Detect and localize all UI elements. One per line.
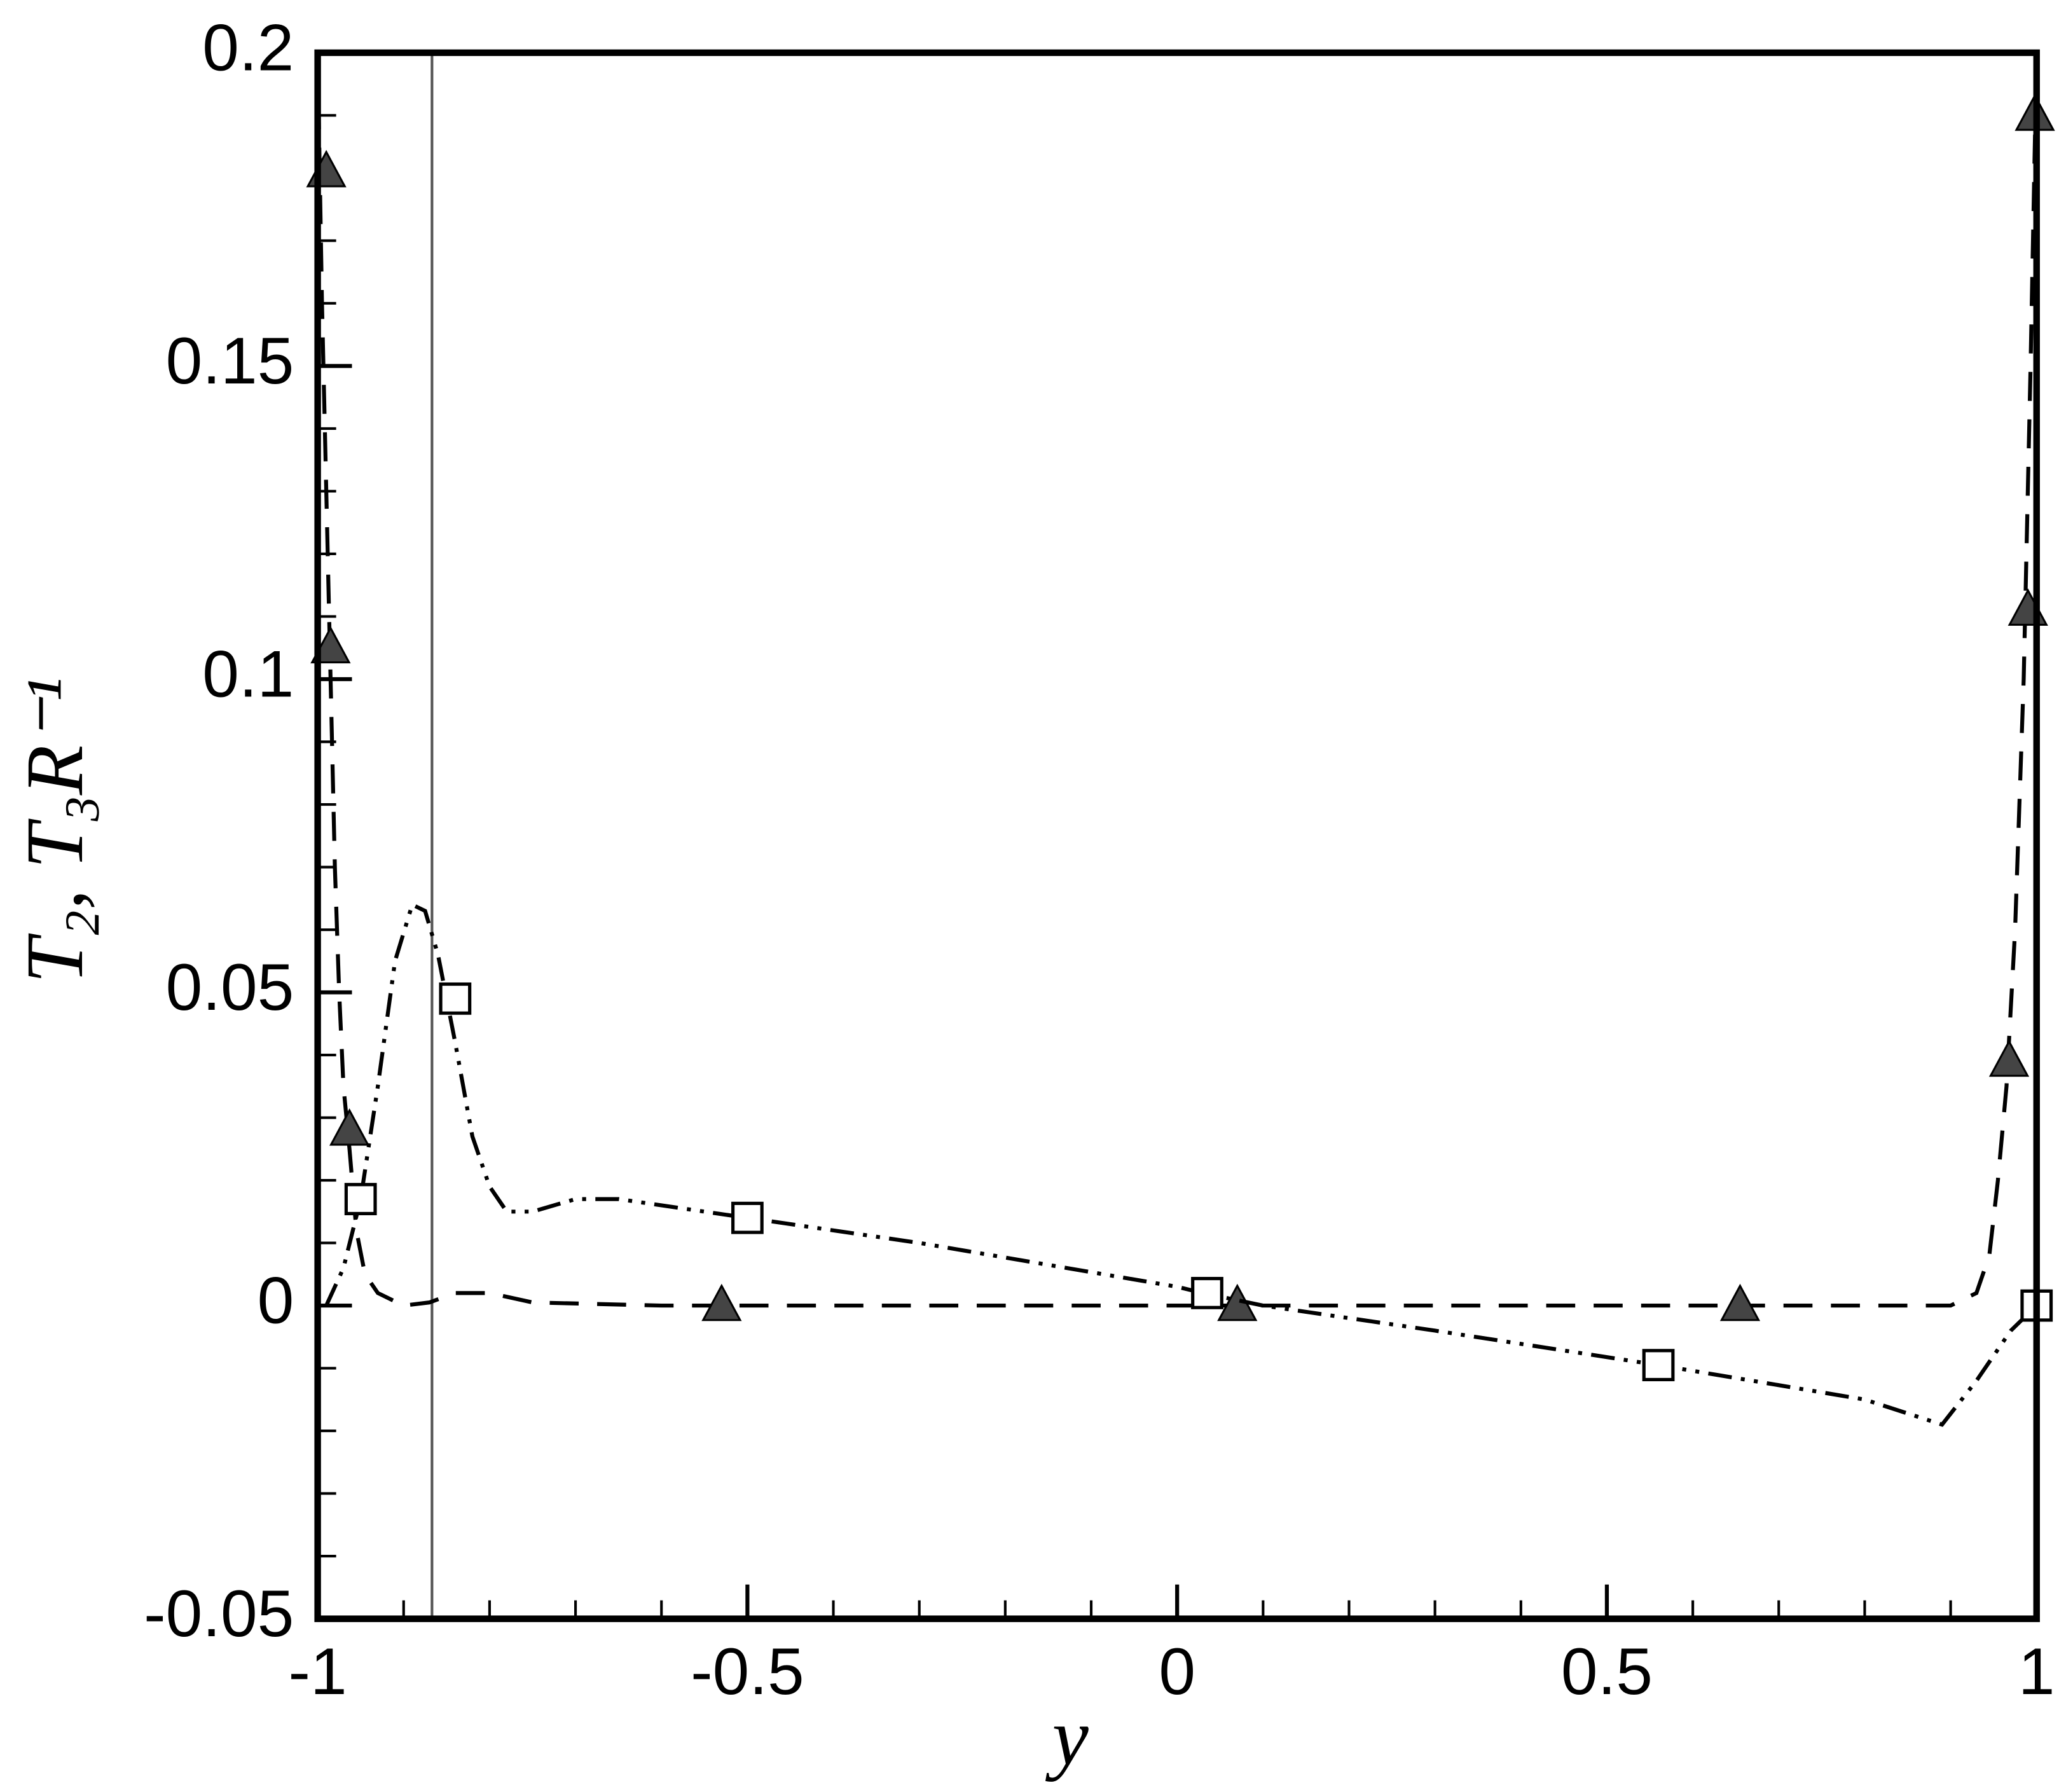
square-marker <box>731 1201 764 1234</box>
y-axis-label: T₂, T₃R⁻¹ <box>9 677 100 983</box>
square-marker <box>1642 1349 1675 1382</box>
data-line <box>324 902 2038 1427</box>
y-tick-label: -0.05 <box>144 1576 294 1650</box>
triangle-marker <box>1988 1039 2030 1077</box>
x-tick-label: 0.5 <box>1561 1634 1653 1708</box>
triangle-marker <box>310 626 351 664</box>
triangle-marker <box>329 1108 370 1146</box>
data-line <box>315 52 2039 1308</box>
y-tick-label: 0.1 <box>202 637 294 710</box>
plot-frame <box>314 49 2040 1622</box>
square-marker <box>1191 1276 1223 1309</box>
x-tick-label: 0 <box>1159 1634 1195 1708</box>
y-tick-label: 0.05 <box>166 950 294 1024</box>
y-tick-label: 0.2 <box>202 10 294 84</box>
square-marker <box>344 1183 377 1216</box>
square-marker <box>439 982 472 1015</box>
x-tick-label: 1 <box>2018 1634 2055 1708</box>
x-tick-label: -0.5 <box>691 1634 804 1708</box>
triangle-marker <box>701 1283 742 1321</box>
y-tick-label: 0 <box>258 1263 294 1337</box>
triangle-marker <box>1719 1283 1761 1321</box>
y-tick-label: 0.15 <box>166 324 294 397</box>
x-axis-label: y <box>1045 1691 1089 1782</box>
x-tick-label: -1 <box>289 1634 347 1708</box>
